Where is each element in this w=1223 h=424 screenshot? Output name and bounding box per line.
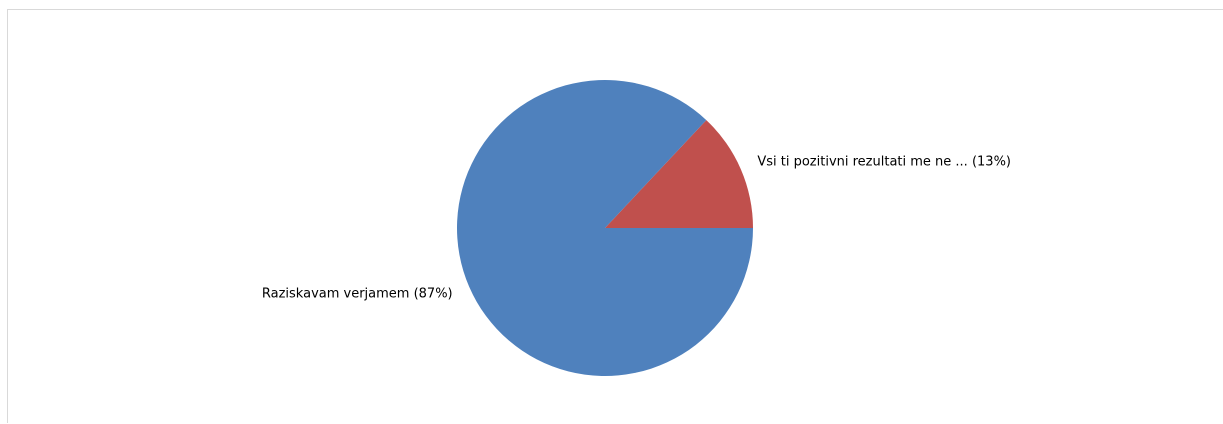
pie-chart: Vsi ti pozitivni rezultati me ne ... (13… (262, 79, 1011, 377)
pie-slices (457, 79, 753, 377)
pie-slice-label-1: Raziskavam verjamem (87%) (262, 286, 453, 301)
pie-slice-1 (457, 79, 753, 377)
pie-labels: Vsi ti pozitivni rezultati me ne ... (13… (262, 155, 1011, 302)
pie-slice-label-0: Vsi ti pozitivni rezultati me ne ... (13… (757, 155, 1011, 170)
pie-slice-0 (605, 120, 753, 228)
chart-frame: Vsi ti pozitivni rezultati me ne ... (13… (7, 9, 1223, 423)
